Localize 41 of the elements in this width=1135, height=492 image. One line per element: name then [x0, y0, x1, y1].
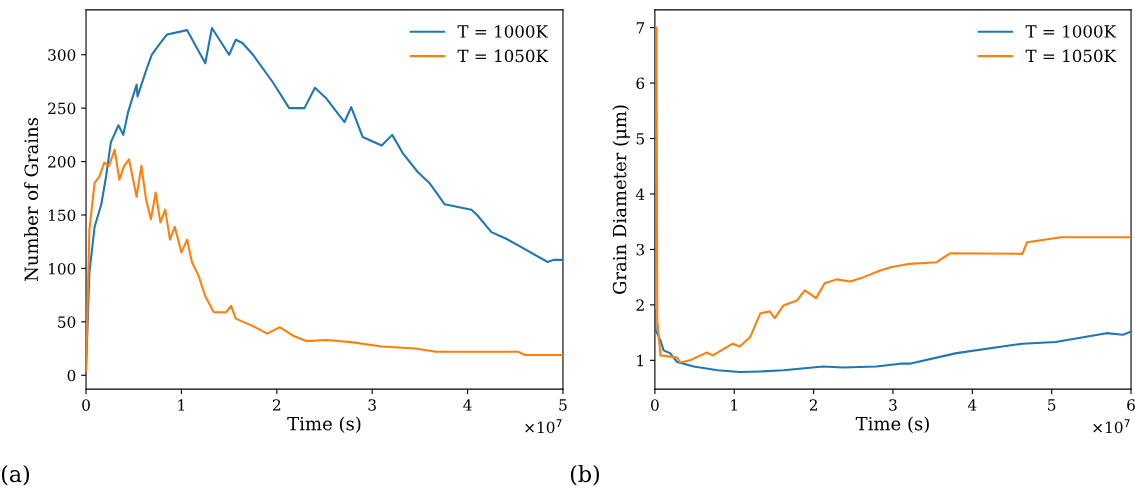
y-tick-label: 200 [48, 156, 76, 168]
x-tick-label: 1 [731, 399, 737, 411]
x-tick-label: 6 [1127, 399, 1135, 411]
legend-label: T = 1000K [1025, 25, 1117, 38]
x-tick-label: 2 [272, 399, 281, 411]
legend-label: T = 1050K [1025, 49, 1117, 63]
x-tick-label: 0 [651, 399, 659, 411]
text: ×10$^{7}$ [525, 419, 562, 434]
y-tick-label: 1 [637, 354, 643, 367]
line-series [655, 26, 1132, 364]
y-tick-label: 5 [636, 133, 644, 145]
y-tick-label: 300 [48, 49, 76, 61]
x-tick-label: 0 [82, 399, 90, 411]
legend-label: T = 1050K [457, 49, 549, 63]
text: (a) [1, 465, 30, 486]
y-tick-label: 150 [49, 209, 76, 222]
y-tick-label: 3 [636, 243, 645, 256]
line-series [654, 309, 1132, 374]
x-tick-label: 2 [809, 399, 817, 411]
x-tick-label: 3 [889, 399, 897, 411]
x-axis-title: Time (s) [855, 416, 929, 433]
y-tick-label: 6 [636, 77, 645, 90]
y-tick-label: 50 [58, 316, 76, 328]
x-tick-label: 4 [967, 399, 977, 411]
x-tick-label: 4 [463, 399, 472, 411]
y-axis-title: Number of Grains [24, 117, 39, 282]
x-tick-label: 1 [178, 399, 185, 411]
y-tick-label: 7 [636, 22, 645, 34]
x-axis-title: Time (s) [287, 416, 361, 433]
y-tick-label: 100 [49, 262, 76, 275]
y-axis-title: Grain Diameter (μm) [612, 105, 630, 295]
y-tick-label: 0 [67, 369, 76, 382]
x-tick-label: 5 [1048, 399, 1056, 411]
y-tick-label: 250 [48, 102, 76, 115]
y-tick-label: 2 [636, 299, 644, 311]
x-tick-label: 5 [559, 399, 567, 411]
text: ×10$^{7}$ [1093, 419, 1130, 434]
x-tick-label: 3 [368, 399, 376, 411]
text: (b) [570, 465, 599, 486]
y-tick-label: 4 [635, 188, 645, 200]
legend-label: T = 1000K [457, 25, 549, 38]
